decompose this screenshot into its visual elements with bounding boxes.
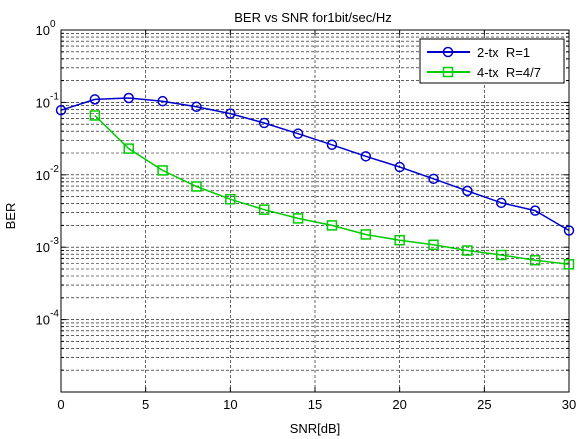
y-tick-label-exponent: -1 [50,91,59,102]
data-point [292,213,304,224]
y-tick-label-exponent: -2 [50,164,59,175]
y-tick-label-base: 10 [36,240,50,255]
x-axis-label: SNR[dB] [290,421,341,436]
data-point [462,245,473,256]
data-point [462,185,473,197]
legend-label-1: 4-tx R=4/7 [477,65,541,80]
data-point [157,165,168,176]
data-point [563,259,575,270]
data-point [55,104,67,116]
data-point [360,229,372,240]
series-line-0 [60,97,570,232]
x-tick-label: 10 [223,397,237,412]
data-point [394,161,405,173]
data-point [225,193,236,205]
legend-marker-1 [442,66,454,78]
series-group [55,92,575,270]
data-point [563,225,575,236]
legend: 2-tx R=1 4-tx R=4/7 [419,38,565,84]
data-point [428,173,439,185]
x-tick-label: 0 [57,397,64,412]
x-tick-label: 15 [308,397,322,412]
legend-marker-0 [442,46,454,58]
y-tick-label: 10 -3 [36,236,60,255]
data-point [225,108,236,119]
data-point [191,181,202,192]
data-point [123,92,134,104]
legend-label-0: 2-tx R=1 [477,45,530,60]
y-tick-label-base: 10 [36,23,50,38]
data-point [326,139,338,151]
data-point [89,110,101,121]
data-point [326,220,338,231]
y-tick-label: 10 -2 [36,164,60,183]
data-point [157,95,168,107]
x-tick-label: 25 [477,397,491,412]
y-tick-label-base: 10 [36,95,50,110]
data-point [123,143,134,154]
data-point [258,204,270,215]
chart-title: BER vs SNR for1bit/sec/Hz [234,10,392,25]
y-tick-label-base: 10 [36,313,50,328]
y-tick-label: 10 0 [36,19,56,38]
data-point [529,205,541,216]
data-point [258,117,270,129]
x-tick-label: 5 [142,397,149,412]
y-tick-label-exponent: -4 [50,309,59,320]
data-point [428,239,439,251]
series-line-1 [94,114,570,266]
data-point [496,197,507,209]
y-tick-label-base: 10 [36,168,50,183]
y-tick-label-exponent: 0 [50,19,56,30]
x-tick-label: 30 [562,397,576,412]
y-tick-label: 10 -1 [36,91,60,110]
x-tick-label: 20 [392,397,406,412]
grid-lines [61,30,569,392]
y-axis-label: BER [3,203,18,230]
data-point [496,249,507,261]
data-point [360,151,372,162]
data-point [292,128,304,139]
y-tick-label: 10 -4 [36,309,60,328]
data-point [89,94,101,105]
y-tick-label-exponent: -3 [50,236,59,247]
data-point [191,101,202,113]
data-point [394,234,405,246]
data-point [529,255,541,266]
